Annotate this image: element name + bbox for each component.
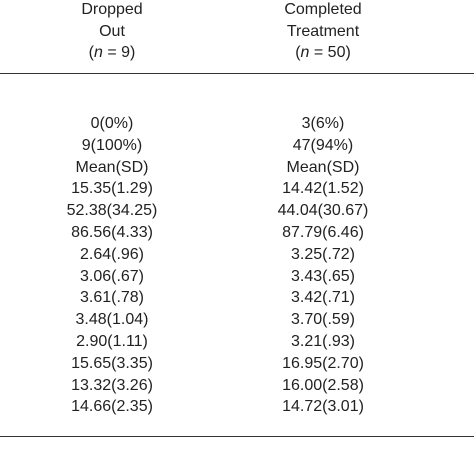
- column-n: (n = 9): [12, 43, 212, 63]
- n-open: (: [295, 44, 301, 61]
- table-cell: 9(100%): [81, 136, 143, 154]
- n-symbol: n: [300, 44, 310, 61]
- table-cell: 0(0%): [90, 115, 134, 132]
- table-cell: 3(6%): [301, 115, 345, 132]
- table-cell: 3.25(.72): [290, 245, 356, 263]
- table-cell: 14.42(1.52): [282, 180, 364, 198]
- table-cell: 16.95(2.70): [282, 354, 364, 372]
- table-cell: 13.32(3.26): [71, 376, 153, 394]
- table-cell: 16.00(2.58): [282, 376, 364, 394]
- n-rest: = 50): [309, 44, 351, 61]
- table-cell: 44.04(30.67): [277, 202, 369, 220]
- n-symbol: n: [93, 44, 103, 61]
- table-cell: 14.66(2.35): [71, 398, 153, 416]
- table-cell: 3.70(.59): [290, 311, 356, 329]
- column-header: Completed: [284, 1, 362, 18]
- column-header: Treatment: [286, 22, 360, 40]
- column-header: Dropped: [81, 1, 143, 18]
- column-n: (n = 50): [223, 43, 423, 63]
- table-cell: 3.06(.67): [79, 267, 145, 285]
- n-rest: = 9): [102, 44, 136, 61]
- column-header: Out: [99, 22, 125, 40]
- table-cell: 15.65(3.35): [71, 354, 153, 372]
- table-cell: 86.56(4.33): [71, 224, 153, 241]
- table-cell: 15.35(1.29): [71, 180, 153, 198]
- table-cell: 3.61(.78): [79, 289, 145, 307]
- table-cell: 2.90(1.11): [76, 333, 148, 350]
- n-open: (: [88, 44, 94, 61]
- bottom-rule: [0, 436, 474, 437]
- header-rule: [0, 73, 474, 74]
- table-cell: 3.48(1.04): [75, 311, 149, 329]
- table-cell: 47(94%): [292, 136, 354, 154]
- table-cell: 52.38(34.25): [66, 202, 158, 220]
- table-cell: 3.43(.65): [290, 267, 356, 285]
- table-cell: 14.72(3.01): [282, 398, 364, 416]
- table-cell: 3.42(.71): [290, 289, 356, 307]
- table-cell: 87.79(6.46): [282, 224, 364, 241]
- table-cell: Mean(SD): [75, 158, 149, 176]
- table-cell: 2.64(.96): [79, 245, 145, 263]
- table-cell: Mean(SD): [286, 158, 360, 176]
- table-cell: 3.21(.93): [290, 333, 356, 350]
